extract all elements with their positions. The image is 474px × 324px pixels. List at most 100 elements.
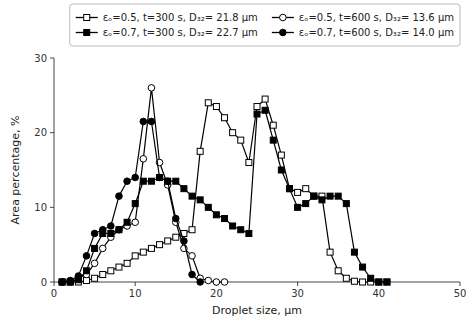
data-point xyxy=(205,204,211,210)
data-point xyxy=(148,85,155,92)
data-point xyxy=(189,227,195,233)
y-tick xyxy=(50,207,54,208)
y-tick-label: 20 xyxy=(34,127,47,138)
data-point xyxy=(99,245,106,252)
legend-label: εₒ=0.5, t=300 s, D₃₂= 21.8 μm xyxy=(103,12,258,23)
y-tick xyxy=(50,132,54,133)
data-point xyxy=(360,279,366,285)
legend-marker xyxy=(280,14,287,21)
data-point xyxy=(116,264,122,270)
legend-label: εₒ=0.5, t=600 s, D₃₂= 13.6 μm xyxy=(299,12,454,23)
x-tick xyxy=(135,282,136,286)
data-point xyxy=(173,215,180,222)
data-point xyxy=(376,279,382,285)
data-point xyxy=(368,275,374,281)
data-point xyxy=(319,197,325,203)
data-point xyxy=(246,160,252,166)
x-tick xyxy=(460,282,461,286)
data-point xyxy=(230,223,236,229)
data-point xyxy=(343,201,349,207)
data-point xyxy=(238,137,244,143)
data-point xyxy=(262,96,268,102)
y-tick-label: 0 xyxy=(41,277,47,288)
data-point xyxy=(83,268,89,274)
data-point xyxy=(351,249,357,255)
data-point xyxy=(262,107,268,113)
data-point xyxy=(164,178,171,185)
legend-marker xyxy=(84,30,90,36)
data-point xyxy=(222,216,228,222)
series xyxy=(59,85,228,286)
y-tick-label: 30 xyxy=(34,53,47,64)
data-point xyxy=(116,226,123,233)
data-point xyxy=(99,226,106,233)
y-tick xyxy=(50,282,54,283)
series xyxy=(59,96,390,285)
data-point xyxy=(335,193,341,199)
data-point xyxy=(59,279,66,286)
data-point xyxy=(278,152,284,158)
data-point xyxy=(108,268,114,274)
data-point xyxy=(173,178,179,184)
y-axis-label: Area percentage, % xyxy=(9,116,22,225)
data-point xyxy=(148,118,155,125)
data-point xyxy=(108,230,114,236)
data-point xyxy=(157,174,163,180)
legend-marker xyxy=(280,29,287,36)
series-line xyxy=(62,99,387,282)
x-tick-label: 10 xyxy=(129,288,142,299)
data-point xyxy=(91,230,98,237)
data-point xyxy=(165,238,171,244)
data-point xyxy=(132,201,138,207)
data-point xyxy=(230,130,236,136)
data-point xyxy=(384,279,390,285)
legend-label: εₒ=0.7, t=300 s, D₃₂= 22.7 μm xyxy=(103,27,258,38)
data-point xyxy=(124,219,130,225)
data-point xyxy=(335,268,341,274)
data-point xyxy=(173,234,179,240)
x-axis-label: Droplet size, μm xyxy=(212,304,302,317)
x-tick xyxy=(54,282,55,286)
chart: 010203040500102030Droplet size, μmArea p… xyxy=(0,0,474,324)
data-point xyxy=(132,253,138,259)
data-point xyxy=(148,178,154,184)
data-point xyxy=(148,245,154,251)
data-point xyxy=(181,186,187,192)
data-point xyxy=(92,275,98,281)
data-point xyxy=(189,193,195,199)
data-point xyxy=(197,148,203,154)
data-point xyxy=(238,227,244,233)
y-tick xyxy=(50,58,54,59)
data-point xyxy=(116,227,122,233)
x-tick-label: 50 xyxy=(454,288,467,299)
data-point xyxy=(205,100,211,106)
data-point xyxy=(75,273,82,280)
legend: εₒ=0.5, t=300 s, D₃₂= 21.8 μm εₒ=0.5, t=6… xyxy=(70,4,460,46)
data-point xyxy=(384,279,390,285)
data-point xyxy=(278,167,284,173)
series-line xyxy=(62,121,200,282)
data-point xyxy=(132,219,139,226)
data-point xyxy=(197,197,203,203)
legend-marker xyxy=(84,15,90,21)
data-point xyxy=(59,279,65,285)
data-point xyxy=(351,278,357,284)
series xyxy=(59,107,390,285)
data-point xyxy=(67,277,74,284)
data-point xyxy=(189,253,196,260)
legend-item: εₒ=0.7, t=300 s, D₃₂= 22.7 μm xyxy=(76,27,258,38)
legend-item: εₒ=0.5, t=600 s, D₃₂= 13.6 μm xyxy=(272,12,454,23)
data-point xyxy=(327,193,333,199)
data-point xyxy=(213,212,219,218)
data-point xyxy=(100,272,106,278)
legend-frame xyxy=(70,4,460,46)
x-tick-label: 0 xyxy=(51,288,57,299)
data-point xyxy=(286,186,292,192)
legend-item: εₒ=0.7, t=600 s, D₃₂= 14.0 μm xyxy=(272,27,454,38)
data-point xyxy=(246,230,252,236)
data-point xyxy=(59,279,65,285)
data-point xyxy=(254,104,260,110)
y-tick-label: 10 xyxy=(34,202,47,213)
data-point xyxy=(270,137,276,143)
data-point xyxy=(91,260,98,267)
